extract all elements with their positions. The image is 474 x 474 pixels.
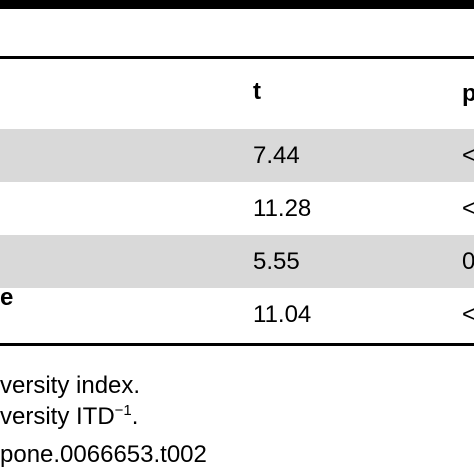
p-value-partial: <: [462, 195, 474, 222]
t-value: 11.04: [253, 301, 312, 328]
t-value: 11.28: [253, 195, 312, 222]
table-row: 7.44 <: [0, 129, 474, 182]
table-row: 5.55 0: [0, 235, 474, 288]
footnote-line-1: versity index.: [0, 372, 141, 399]
footnote-line-2-suffix: .: [131, 403, 139, 430]
table-top-rule: [0, 0, 474, 9]
row-label-partial: e: [0, 284, 14, 311]
column-header-t: t: [253, 78, 261, 105]
column-header-p-partial: p: [462, 80, 474, 107]
table-bottom-rule: [0, 343, 474, 346]
p-value-partial: 0: [462, 248, 474, 275]
table-row: e 11.04 <: [0, 284, 474, 341]
footnote-line-2-text: versity ITD: [0, 403, 115, 430]
footnote-line-2: versity ITD−1.: [0, 402, 138, 432]
footnote-line-2-superscript: −1: [114, 402, 132, 419]
doi-reference: pone.0066653.t002: [0, 441, 207, 468]
t-value: 7.44: [253, 142, 300, 169]
p-value-partial: <: [462, 142, 474, 169]
table-row: 11.28 <: [0, 182, 474, 235]
p-value-partial: <: [462, 301, 474, 328]
t-value: 5.55: [253, 248, 300, 275]
table-header-rule: [0, 56, 474, 59]
